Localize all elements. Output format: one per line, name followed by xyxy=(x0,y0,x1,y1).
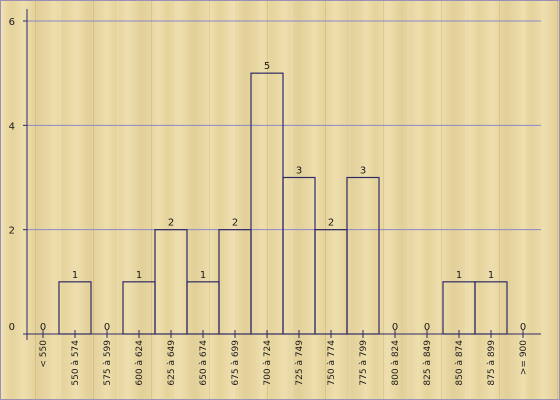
bar xyxy=(474,281,508,335)
x-tick-label: 775 à 799 xyxy=(359,340,369,386)
x-tick-label: 650 à 674 xyxy=(199,340,209,386)
data-label: 0 xyxy=(424,322,430,333)
y-tick-label: 2 xyxy=(9,226,15,237)
labels: 0 2 4 6 0 < 550 1 550 à 574 0 575 à 599 1 600 à 624… xyxy=(9,17,529,386)
x-tick-label: 800 à 824 xyxy=(391,340,401,386)
data-label: 0 xyxy=(104,322,110,333)
bars xyxy=(58,72,508,335)
x-tick-label: 675 à 699 xyxy=(231,340,241,386)
bar xyxy=(346,176,380,335)
x-tick-label: 700 à 724 xyxy=(263,340,273,386)
data-label: 0 xyxy=(520,322,526,333)
x-tick-label: 600 à 624 xyxy=(135,340,145,386)
y-tick-label: 0 xyxy=(9,322,15,333)
x-tick-label: 625 à 649 xyxy=(167,340,177,386)
x-tick-label: 825 à 849 xyxy=(423,340,433,386)
data-label: 2 xyxy=(168,218,174,229)
y-tick-label: 4 xyxy=(9,121,15,132)
x-tick-label: >= 900 xyxy=(519,340,529,375)
bar xyxy=(282,176,316,335)
data-label: 1 xyxy=(456,270,462,281)
data-label: 0 xyxy=(40,322,46,333)
bar xyxy=(186,281,220,335)
bar xyxy=(218,229,252,335)
bar xyxy=(154,229,188,335)
data-label: 2 xyxy=(232,218,238,229)
data-label: 1 xyxy=(200,270,206,281)
x-tick-label: < 550 xyxy=(39,340,49,368)
data-label: 1 xyxy=(72,270,78,281)
data-label: 1 xyxy=(488,270,494,281)
y-tick-label: 6 xyxy=(9,17,15,28)
bar xyxy=(58,281,92,335)
data-label: 3 xyxy=(296,166,302,177)
bar xyxy=(442,281,476,335)
axes xyxy=(23,9,541,340)
data-label: 5 xyxy=(264,61,270,72)
x-tick-label: 575 à 599 xyxy=(103,340,113,386)
bar xyxy=(314,229,348,335)
bar xyxy=(122,281,156,335)
data-label: 2 xyxy=(328,218,334,229)
data-label: 0 xyxy=(392,322,398,333)
bar xyxy=(250,72,284,335)
data-label: 3 xyxy=(360,166,366,177)
data-label: 1 xyxy=(136,270,142,281)
x-tick-label: 850 à 874 xyxy=(455,340,465,386)
x-tick-label: 750 à 774 xyxy=(327,340,337,386)
x-tick-label: 550 à 574 xyxy=(71,340,81,386)
grid-lines xyxy=(27,20,541,231)
x-tick-label: 725 à 749 xyxy=(295,340,305,386)
x-tick-label: 875 à 899 xyxy=(487,340,497,386)
